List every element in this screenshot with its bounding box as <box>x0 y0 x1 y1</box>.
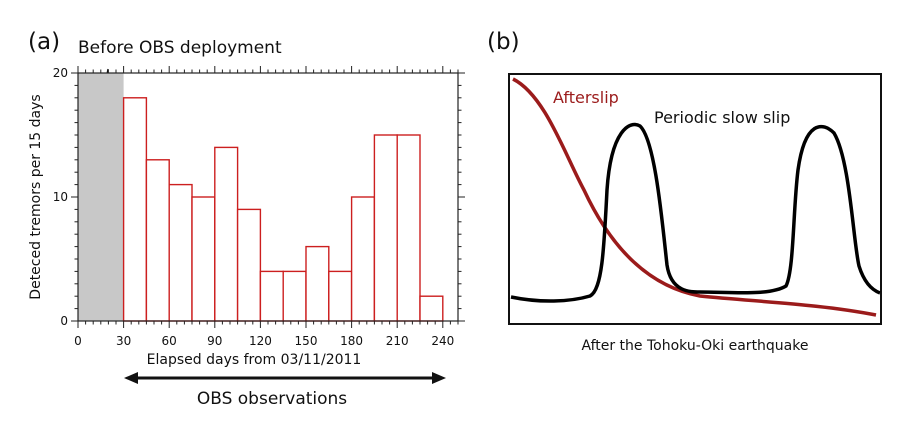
x-tick-label: 90 <box>207 334 222 348</box>
x-axis-label: Elapsed days from 03/11/2011 <box>147 352 362 368</box>
x-tick-label: 240 <box>431 334 454 348</box>
x-tick-label: 150 <box>295 334 318 348</box>
x-tick-labels: 0 30 60 90 120 150 180 210 240 <box>74 334 454 348</box>
y-axis-label: Deteced tremors per 15 days <box>28 94 44 299</box>
x-tick-label: 210 <box>386 334 409 348</box>
histogram-bar <box>350 196 376 322</box>
histogram-bar <box>122 97 148 322</box>
x-tick-label: 0 <box>74 334 82 348</box>
histogram-chart: 0 30 60 90 120 150 180 210 240 0 10 20 <box>53 66 465 348</box>
obs-observations-arrow <box>124 372 446 384</box>
y-tick-label: 10 <box>53 190 68 204</box>
afterslip-curve <box>512 77 877 317</box>
before-obs-annotation: Before OBS deployment <box>78 38 282 58</box>
panel-b-label: (b) <box>487 29 520 55</box>
histogram-bar <box>214 146 239 322</box>
histogram-bar <box>419 295 444 322</box>
afterslip-label: Afterslip <box>553 88 619 107</box>
histogram-bar <box>282 270 307 322</box>
histogram-bar <box>168 183 193 322</box>
periodic-slow-slip-label: Periodic slow slip <box>654 108 790 127</box>
x-tick-label: 30 <box>116 334 131 348</box>
schematic-frame <box>508 73 882 325</box>
y-tick-label: 20 <box>53 66 68 80</box>
histogram-bar <box>236 208 262 322</box>
pre-deployment-shade <box>78 73 124 321</box>
histogram-bar <box>305 245 330 322</box>
histogram-bar <box>191 196 216 322</box>
periodic-slow-slip-curve <box>510 122 881 303</box>
histogram-bar <box>259 270 284 322</box>
bars-group <box>122 97 444 322</box>
schematic-x-label: After the Tohoku-Oki earthquake <box>581 338 808 354</box>
panel-a-label: (a) <box>28 29 60 55</box>
y-tick-labels: 0 10 20 <box>53 66 68 328</box>
histogram-bar <box>328 270 353 322</box>
histogram-bar <box>145 159 170 322</box>
obs-observations-label: OBS observations <box>197 389 347 409</box>
x-tick-label: 60 <box>162 334 177 348</box>
axis-ticks <box>71 66 465 328</box>
histogram-bar <box>373 134 398 322</box>
histogram-bar <box>396 134 421 322</box>
x-tick-label: 120 <box>249 334 272 348</box>
y-tick-label: 0 <box>60 314 68 328</box>
x-tick-label: 180 <box>340 334 363 348</box>
